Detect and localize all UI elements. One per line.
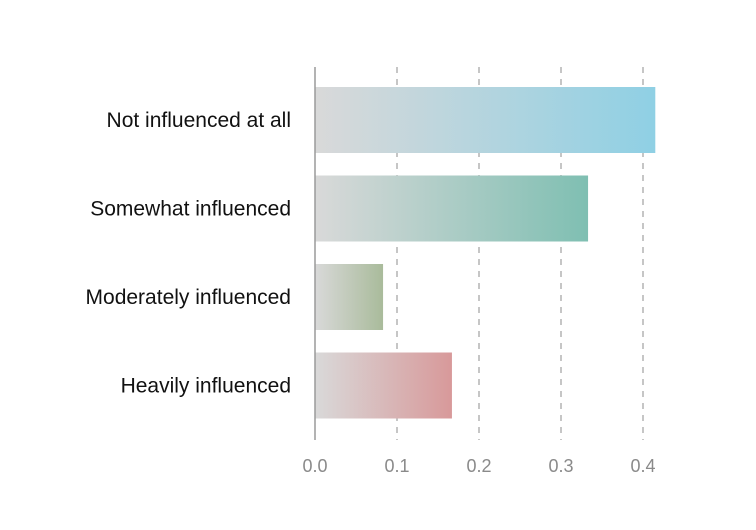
x-tick-label: 0.3 [548, 456, 573, 476]
category-label: Moderately influenced [86, 286, 291, 309]
bar-heavily-influenced [315, 352, 452, 419]
bars [315, 87, 656, 419]
category-label: Not influenced at all [107, 109, 291, 132]
bar-somewhat-influenced [315, 175, 589, 242]
bar-moderately-influenced [315, 264, 384, 330]
x-tick-label: 0.4 [630, 456, 655, 476]
x-tick-label: 0.1 [384, 456, 409, 476]
x-tick-labels: 0.0 0.1 0.2 0.3 0.4 [302, 456, 655, 476]
bar-not-influenced-at-all [315, 87, 656, 153]
x-tick-label: 0.2 [466, 456, 491, 476]
category-label: Heavily influenced [121, 375, 291, 398]
category-labels: Not influenced at all Somewhat influenced… [86, 109, 291, 398]
category-label: Somewhat influenced [90, 198, 291, 221]
x-tick-label: 0.0 [302, 456, 327, 476]
